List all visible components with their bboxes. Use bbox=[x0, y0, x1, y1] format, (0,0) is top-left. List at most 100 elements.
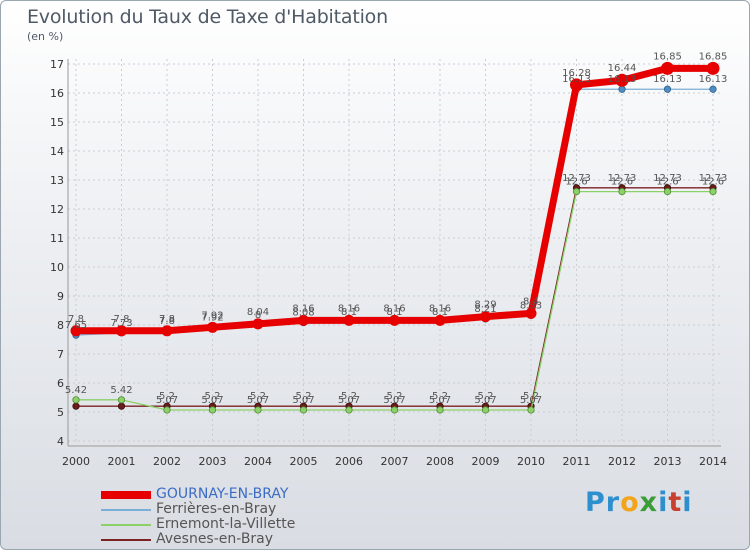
data-point-ernemont-la-villette bbox=[163, 406, 171, 414]
data-point-gournay-en-bray bbox=[706, 61, 720, 75]
data-label-ferri-res-en-bray: 7.65 bbox=[65, 320, 87, 331]
data-point-gournay-en-bray bbox=[434, 314, 446, 326]
data-label-gournay-en-bray: 8.04 bbox=[247, 307, 269, 318]
x-tick-label: 2008 bbox=[426, 455, 454, 468]
data-point-gournay-en-bray bbox=[70, 325, 82, 337]
x-tick-label: 2002 bbox=[153, 455, 181, 468]
data-label-ernemont-la-villette: 5.07 bbox=[383, 395, 405, 406]
data-label-ferri-res-en-bray: 8 bbox=[255, 310, 261, 321]
logo-letter: t bbox=[668, 487, 683, 518]
data-label-gournay-en-bray: 16.44 bbox=[608, 63, 637, 74]
line-chart: 4 5 6 7 8 9 10 11 12 13 14 15 16 17 2000 2001 2002 2003 20… bbox=[50, 51, 727, 468]
x-tick-label: 2004 bbox=[244, 455, 272, 468]
data-label-ernemont-la-villette: 5.07 bbox=[247, 395, 269, 406]
legend-label: Ferrières-en-Bray bbox=[156, 501, 277, 517]
data-point-ernemont-la-villette bbox=[345, 406, 353, 414]
data-point-gournay-en-bray bbox=[480, 311, 491, 323]
proxiti-logo: Proxiti bbox=[585, 487, 693, 518]
data-label-ferri-res-en-bray: 8.33 bbox=[520, 300, 542, 311]
x-tick-label: 2006 bbox=[335, 455, 363, 468]
data-label-avesnes-en-bray: 5.2 bbox=[250, 391, 266, 402]
data-label-ernemont-la-villette: 12.6 bbox=[611, 177, 633, 188]
unit-label: (en %) bbox=[27, 30, 64, 43]
y-tick-label: 13 bbox=[50, 174, 64, 187]
data-point-gournay-en-bray bbox=[116, 325, 127, 337]
data-label-ernemont-la-villette: 5.07 bbox=[520, 395, 542, 406]
data-point-ernemont-la-villette bbox=[117, 396, 126, 404]
data-label-avesnes-en-bray: 12.73 bbox=[562, 173, 591, 184]
data-label-gournay-en-bray: 8.16 bbox=[429, 303, 451, 314]
logo-letter: o bbox=[620, 487, 640, 518]
y-tick-label: 5 bbox=[57, 406, 64, 419]
data-label-gournay-en-bray: 8.4 bbox=[523, 296, 539, 307]
data-point-ernemont-la-villette bbox=[436, 406, 444, 414]
data-label-ernemont-la-villette: 12.6 bbox=[565, 177, 587, 188]
y-tick-label: 14 bbox=[50, 145, 64, 158]
data-label-avesnes-en-bray: 5.2 bbox=[523, 391, 539, 402]
data-label-gournay-en-bray: 7.8 bbox=[114, 314, 130, 325]
data-point-ernemont-la-villette bbox=[72, 396, 80, 404]
data-label-ernemont-la-villette: 12.6 bbox=[702, 177, 724, 188]
y-tick-label: 11 bbox=[50, 232, 64, 245]
data-label-ernemont-la-villette: 5.07 bbox=[474, 395, 496, 406]
data-point-gournay-en-bray bbox=[207, 321, 218, 333]
data-point-ferri-res-en-bray bbox=[709, 85, 717, 93]
data-label-gournay-en-bray: 8.16 bbox=[292, 303, 314, 314]
chart-title: Evolution du Taux de Taxe d'Habitation bbox=[27, 6, 388, 28]
data-label-avesnes-en-bray: 5.2 bbox=[478, 391, 494, 402]
data-point-gournay-en-bray bbox=[570, 78, 583, 92]
x-tick-label: 2010 bbox=[517, 455, 545, 468]
logo-letter: x bbox=[639, 487, 659, 518]
data-label-ferri-res-en-bray: 16.13 bbox=[608, 74, 637, 85]
x-tick-label: 2005 bbox=[290, 455, 318, 468]
logo-letter: Pr bbox=[585, 487, 621, 518]
x-tick-label: 2014 bbox=[699, 455, 727, 468]
data-label-ernemont-la-villette: 5.07 bbox=[292, 395, 314, 406]
data-label-ferri-res-en-bray: 16.13 bbox=[699, 74, 728, 85]
legend-label: Ernemont-la-Villette bbox=[156, 516, 296, 532]
legend-swatch bbox=[101, 509, 151, 511]
logo-letter: i bbox=[658, 487, 669, 518]
data-point-ferri-res-en-bray bbox=[618, 85, 626, 93]
y-tick-label: 8 bbox=[57, 319, 64, 332]
data-label-avesnes-en-bray: 12.73 bbox=[699, 173, 728, 184]
data-label-gournay-en-bray: 7.92 bbox=[201, 310, 223, 321]
data-label-avesnes-en-bray: 5.2 bbox=[159, 391, 175, 402]
data-point-gournay-en-bray bbox=[525, 307, 537, 319]
y-tick-label: 10 bbox=[50, 261, 64, 274]
data-label-ernemont-la-villette: 5.07 bbox=[338, 395, 360, 406]
data-label-ernemont-la-villette: 5.07 bbox=[156, 395, 178, 406]
data-labels: 5.2 5.2 5.2 5.2 5.2 5.2 5.2 5.2 5.212.73 12.73 12.… bbox=[65, 51, 727, 406]
data-point-ernemont-la-villette bbox=[299, 406, 308, 414]
data-label-gournay-en-bray: 8.16 bbox=[338, 303, 360, 314]
data-point-ernemont-la-villette bbox=[254, 406, 262, 414]
data-label-gournay-en-bray: 8.29 bbox=[474, 300, 496, 311]
legend-swatch bbox=[101, 539, 151, 541]
series-line-ferri-res-en-bray bbox=[75, 88, 713, 336]
data-label-ferri-res-en-bray: 8.1 bbox=[387, 307, 403, 318]
y-tick-label: 17 bbox=[50, 58, 64, 71]
data-label-ferri-res-en-bray: 8.08 bbox=[292, 308, 314, 319]
data-point-gournay-en-bray bbox=[389, 314, 400, 326]
x-tick-label: 2003 bbox=[199, 455, 227, 468]
legend-label: Avesnes-en-Bray bbox=[156, 531, 274, 547]
x-tick-label: 2009 bbox=[472, 455, 500, 468]
legend-swatch bbox=[101, 491, 151, 499]
y-tick-label: 9 bbox=[57, 290, 64, 303]
legend-label: GOURNAY-EN-BRAY bbox=[156, 486, 289, 502]
data-label-avesnes-en-bray: 5.2 bbox=[296, 391, 312, 402]
y-tick-label: 4 bbox=[57, 435, 64, 448]
data-point-ernemont-la-villette bbox=[208, 406, 217, 414]
data-label-ferri-res-en-bray: 7.8 bbox=[159, 316, 175, 327]
data-label-avesnes-en-bray: 5.2 bbox=[205, 391, 221, 402]
x-tick-label: 2013 bbox=[654, 455, 682, 468]
data-point-ernemont-la-villette bbox=[663, 188, 672, 196]
data-point-ernemont-la-villette bbox=[527, 406, 535, 414]
legend-swatch bbox=[101, 524, 151, 526]
data-label-gournay-en-bray: 16.28 bbox=[562, 68, 591, 79]
data-label-avesnes-en-bray: 5.2 bbox=[432, 391, 448, 402]
data-point-gournay-en-bray bbox=[161, 325, 173, 337]
y-tick-label: 6 bbox=[57, 377, 64, 390]
data-label-gournay-en-bray: 7.8 bbox=[68, 314, 84, 325]
